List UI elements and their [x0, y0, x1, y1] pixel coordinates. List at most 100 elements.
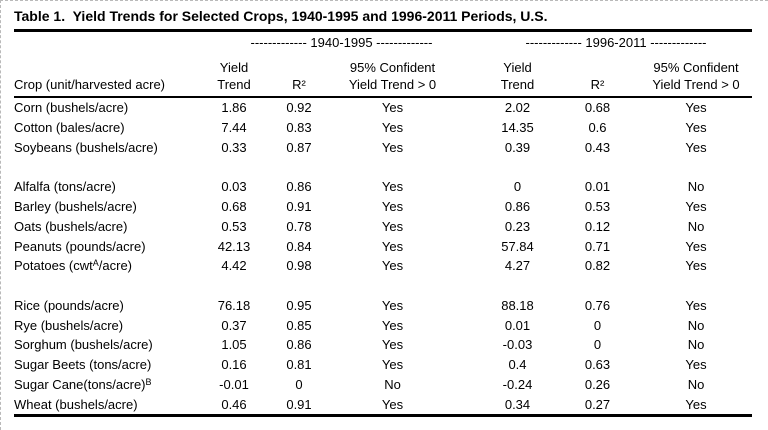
confident-1940-1995-value: Yes — [381, 337, 404, 353]
header-rule — [14, 96, 752, 98]
r-squared-1996-2011-value: 0 — [593, 337, 602, 353]
crop-label: Sorghum (bushels/acre) — [14, 337, 153, 353]
confident-1996-2011-value: Yes — [685, 100, 707, 116]
confident-1996-2011-value: Yes — [685, 258, 707, 274]
r-squared-1996-2011-value: 0.26 — [584, 376, 611, 392]
crop-cell: Sugar Beets (tons/acre) — [14, 357, 200, 372]
crop-cell: Rye (bushels/acre) — [14, 318, 200, 333]
r-squared-1940-1995-value: 0.85 — [286, 317, 312, 333]
r-squared-1940-1995-value: 0 — [295, 376, 303, 392]
period-header-1996-2011: ------------- 1996-2011 ------------- — [525, 35, 707, 50]
crop-cell: Soybeans (bushels/acre) — [14, 140, 200, 155]
r-squared-1996-2011-value: 0.6 — [588, 120, 607, 136]
yield-trend-1940-1995-value: 0.37 — [221, 317, 247, 333]
r-squared-1940-1995-value: 0.91 — [286, 396, 312, 412]
crop-cell: Sorghum (bushels/acre) — [14, 337, 200, 352]
r-squared-1996-2011-value: 0.76 — [584, 297, 611, 313]
table-row: Cotton (bales/acre) 7.44 0.83 Yes 14.35 … — [14, 118, 752, 138]
r-squared-1940-1995-value: 0.83 — [286, 120, 312, 136]
crop-label: Cotton (bales/acre) — [14, 120, 125, 136]
col-header-r-squared-1940-1995: R² — [292, 77, 306, 92]
crop-cell: Cotton (bales/acre) — [14, 120, 200, 135]
confident-1940-1995-value: Yes — [381, 357, 404, 373]
yield-trend-1996-2011-value: 0 — [513, 179, 522, 195]
confident-1996-2011-value: Yes — [685, 139, 707, 155]
yield-trend-1940-1995-value: -0.01 — [219, 376, 249, 392]
bottom-rule — [14, 414, 752, 417]
crop-label: Oats (bushels/acre) — [14, 218, 128, 234]
crop-label: Barley (bushels/acre) — [14, 199, 137, 215]
r-squared-1940-1995-value: 0.92 — [286, 100, 312, 116]
yield-trend-1996-2011-value: 57.84 — [501, 238, 534, 254]
confident-1996-2011-value: Yes — [685, 199, 707, 215]
confident-1940-1995-value: Yes — [381, 120, 404, 136]
confident-1940-1995-value: Yes — [381, 238, 404, 254]
yield-trend-1996-2011-value: 2.02 — [504, 100, 531, 116]
crop-cell: Peanuts (pounds/acre) — [14, 239, 200, 254]
crop-cell: Oats (bushels/acre) — [14, 219, 200, 234]
yield-trend-1996-2011-value: -0.24 — [502, 376, 533, 392]
crop-label: Rye (bushels/acre) — [14, 317, 124, 333]
r-squared-1996-2011-value: 0.27 — [584, 396, 611, 412]
crop-footnote-superscript: A — [92, 258, 99, 269]
yield-trend-1940-1995-value: 76.18 — [217, 297, 251, 313]
r-squared-1940-1995-value: 0.95 — [286, 297, 312, 313]
crop-label: Sugar Cane(tons/acre) — [14, 376, 146, 392]
yield-trend-1940-1995-value: 0.03 — [221, 179, 247, 195]
confident-1940-1995-value: Yes — [381, 179, 404, 195]
confident-1940-1995-value: Yes — [381, 396, 404, 412]
r-squared-1996-2011-value: 0.01 — [584, 179, 611, 195]
confident-1940-1995-value: Yes — [381, 258, 404, 274]
r-squared-1940-1995-value: 0.98 — [286, 258, 312, 274]
confident-1940-1995-value: Yes — [381, 317, 404, 333]
crop-label: Wheat (bushels/acre) — [14, 396, 138, 412]
table-row: Oats (bushels/acre) 0.53 0.78 Yes 0.23 0… — [14, 217, 752, 237]
confident-1996-2011-value: No — [687, 179, 705, 195]
col-header-r-squared-1996-2011: R² — [590, 77, 605, 92]
confident-1996-2011-value: Yes — [685, 238, 707, 254]
yield-trend-1996-2011-value: 88.18 — [501, 297, 534, 313]
confident-1996-2011-value: Yes — [685, 396, 707, 412]
yield-trend-1940-1995-value: 1.86 — [221, 100, 247, 116]
table-row: Sorghum (bushels/acre) 1.05 0.86 Yes -0.… — [14, 335, 752, 355]
yield-trend-1940-1995-value: 4.42 — [221, 258, 247, 274]
r-squared-1996-2011-value: 0 — [593, 317, 602, 333]
yield-trend-1996-2011-value: -0.03 — [502, 337, 533, 353]
r-squared-1996-2011-value: 0.63 — [584, 357, 611, 373]
crop-label: Potatoes (cwt — [14, 258, 93, 274]
r-squared-1996-2011-value: 0.68 — [584, 100, 611, 116]
table-row: Peanuts (pounds/acre) 42.13 0.84 Yes 57.… — [14, 236, 752, 256]
crop-cell: Alfalfa (tons/acre) — [14, 179, 200, 194]
r-squared-1996-2011-value: 0.53 — [584, 199, 611, 215]
crop-cell: Rice (pounds/acre) — [14, 298, 200, 313]
crop-label: Alfalfa (tons/acre) — [14, 179, 116, 195]
r-squared-1996-2011-value: 0.12 — [584, 218, 611, 234]
crop-label: Soybeans (bushels/acre) — [14, 139, 158, 155]
confident-1940-1995-value: Yes — [381, 218, 404, 234]
yield-trend-1940-1995-value: 0.46 — [221, 396, 247, 412]
table-row: Alfalfa (tons/acre) 0.03 0.86 Yes 0 0.01… — [14, 177, 752, 197]
r-squared-1940-1995-value: 0.91 — [286, 199, 312, 215]
crop-label-tail: /acre) — [98, 258, 133, 274]
table-title: Table 1. Yield Trends for Selected Crops… — [14, 8, 548, 24]
r-squared-1996-2011-value: 0.43 — [584, 139, 611, 155]
table-row: Corn (bushels/acre) 1.86 0.92 Yes 2.02 0… — [14, 98, 752, 118]
table-row: Soybeans (bushels/acre) 0.33 0.87 Yes 0.… — [14, 138, 752, 158]
table-row: Wheat (bushels/acre) 0.46 0.91 Yes 0.34 … — [14, 394, 752, 414]
col-header-confident-1940-1995: 95% Confident Yield Trend > 0 — [348, 60, 437, 92]
confident-1996-2011-value: Yes — [685, 357, 707, 373]
confident-1940-1995-value: Yes — [381, 100, 404, 116]
table-row-blank — [14, 276, 752, 296]
table-row: Sugar Cane(tons/acre)B -0.01 0 No -0.24 … — [14, 375, 752, 395]
r-squared-1996-2011-value: 0.71 — [584, 238, 611, 254]
col-header-confident-1996-2011: 95% Confident Yield Trend > 0 — [652, 60, 740, 92]
confident-1996-2011-value: No — [687, 376, 705, 392]
r-squared-1996-2011-value: 0.82 — [584, 258, 611, 274]
table-row-blank — [14, 157, 752, 177]
crop-cell: Corn (bushels/acre) — [14, 100, 200, 115]
yield-trend-1996-2011-value: 0.39 — [504, 139, 531, 155]
confident-1996-2011-value: Yes — [685, 120, 707, 136]
yield-trend-1940-1995-value: 0.33 — [221, 139, 247, 155]
r-squared-1940-1995-value: 0.87 — [286, 139, 312, 155]
yield-trend-1996-2011-value: 0.01 — [504, 317, 531, 333]
